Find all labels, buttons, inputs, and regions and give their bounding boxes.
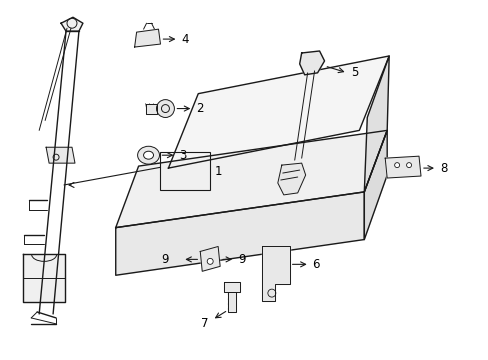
Polygon shape [224,282,240,292]
Bar [160,152,210,190]
Text: 5: 5 [351,66,358,79]
Text: 1: 1 [214,165,221,177]
Polygon shape [134,29,160,47]
Polygon shape [364,130,386,239]
Circle shape [156,100,174,117]
Text: 2: 2 [196,102,203,115]
Polygon shape [61,17,83,31]
Circle shape [207,258,213,264]
Polygon shape [277,163,305,195]
Circle shape [406,163,411,168]
Ellipse shape [137,146,159,164]
Polygon shape [262,247,289,301]
Polygon shape [227,292,236,312]
Text: 7: 7 [200,318,208,330]
Polygon shape [168,56,388,168]
Polygon shape [299,51,324,75]
Text: 8: 8 [439,162,447,175]
Text: 6: 6 [312,258,320,271]
Polygon shape [46,147,75,163]
Polygon shape [116,192,364,275]
Polygon shape [364,56,388,192]
Text: 9: 9 [161,253,168,266]
Polygon shape [23,255,65,302]
Polygon shape [385,156,420,178]
Ellipse shape [143,151,153,159]
Circle shape [394,163,399,168]
Polygon shape [145,104,156,113]
Polygon shape [116,130,386,228]
Text: 4: 4 [181,33,188,46]
Polygon shape [200,247,220,271]
Text: 9: 9 [238,253,245,266]
Text: 3: 3 [179,149,186,162]
